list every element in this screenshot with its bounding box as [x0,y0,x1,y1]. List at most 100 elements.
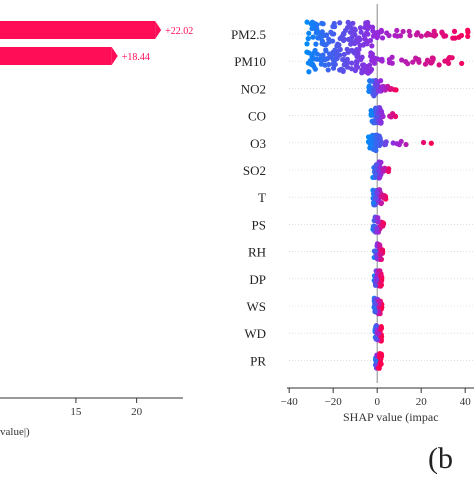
shap-point [376,134,383,140]
bar-x-tick-label: 20 [131,406,143,418]
shap-point [357,25,364,31]
shap-point [355,64,361,70]
shap-point [358,29,364,35]
shap-point [422,61,429,67]
feature-label: CO [248,109,266,124]
shap-point [378,120,384,126]
shap-point [385,168,392,175]
shap-point [389,111,396,117]
shap-point [368,111,374,117]
shap-point [341,36,347,42]
shap-point [425,30,431,37]
shap-point [376,88,382,94]
shap-point [351,40,358,47]
shap-point [376,365,382,371]
shap-x-tick-label: 0 [374,396,380,408]
shap-point [386,32,392,39]
shap-point [373,358,379,364]
shap-point [350,48,356,54]
shap-point [373,171,379,177]
shap-point [403,141,409,148]
shap-point [372,56,378,62]
shap-point [371,305,378,311]
shap-point [344,56,350,62]
shap-point [333,53,339,59]
shap-point [358,57,364,63]
shap-point [366,24,372,30]
shap-point [378,200,384,207]
shap-point [398,138,404,145]
shap-point [446,54,453,61]
shap-x-ticks: −40 −20 0 20 40 [281,388,471,408]
shap-point [450,35,456,41]
shap-point [386,60,393,66]
shap-point [330,38,336,44]
shap-point [374,34,380,41]
shap-point [373,105,379,111]
shap-point [356,46,362,53]
shap-point [308,21,314,27]
shap-point [394,141,400,147]
shap-point [377,242,383,248]
shap-point [314,22,320,28]
shap-point [430,55,436,61]
shap-point [340,68,346,75]
shap-point [373,140,379,146]
shap-point [451,28,458,34]
feature-label: WS [247,299,267,314]
shap-x-tick-label: 20 [416,396,428,408]
shap-point [325,67,331,73]
shap-point [377,252,383,258]
feature-label: RH [248,245,266,260]
shap-x-tick-label: −40 [281,396,299,408]
shap-point [369,137,375,143]
shap-point [360,42,366,48]
shap-point [368,78,375,84]
shap-point [321,41,327,48]
shap-point [378,78,384,84]
bar-PM10 [0,47,112,65]
shap-point [336,42,342,48]
bar-x-tick-label: 15 [70,406,82,418]
shap-point [410,59,416,65]
shap-point [380,167,386,173]
shap-point [416,59,422,65]
shap-point [367,37,374,44]
bar-x-ticks: 15 20 [70,398,143,418]
bar-PM2.5 [0,21,156,39]
shap-point [378,273,384,279]
bar-value-label: +22.02 [165,26,193,37]
shap-point [380,113,386,120]
shap-point [458,32,465,39]
shap-point [420,139,427,146]
shap-point [313,27,319,33]
shap-point [392,32,398,39]
bar-marks: +22.02 +18.44 [0,21,193,65]
shap-point [345,49,351,55]
shap-point [413,32,419,38]
shap-point [306,69,312,75]
shap-point [345,36,352,43]
shap-point [323,47,329,53]
panel-label: (b [428,442,453,474]
shap-point [389,54,395,60]
shap-point [373,336,379,342]
shap-point [382,141,389,148]
shap-point [393,87,399,93]
feature-label: O3 [250,136,266,151]
feature-label: PM2.5 [231,27,266,42]
shap-point [379,84,385,90]
shap-point [363,20,369,26]
shap-point [314,56,320,62]
shap-point [304,41,310,47]
shap-point [465,33,471,40]
shap-point [433,32,439,38]
shap-point [371,60,378,66]
shap-point [357,36,363,43]
bar-arrow-PM10 [111,47,118,65]
shap-point [400,28,406,35]
shap-point [341,51,347,58]
shap-point [372,282,379,288]
